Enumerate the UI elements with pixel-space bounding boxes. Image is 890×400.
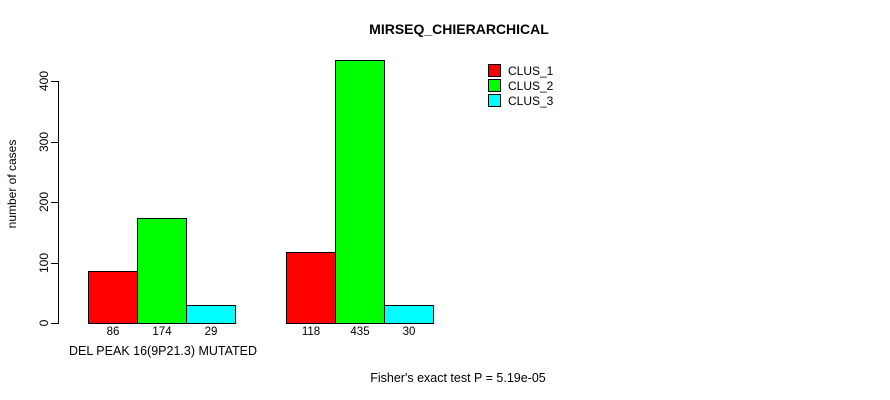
bar-clus_1-group2	[286, 252, 336, 324]
y-axis-line	[58, 81, 59, 324]
y-axis-label: number of cases	[5, 139, 19, 229]
bar-value-label: 118	[301, 326, 321, 338]
bar-value-label: 86	[106, 326, 120, 338]
y-tick-mark	[51, 81, 58, 82]
legend-swatch-clus_1	[488, 64, 501, 77]
bar-value-label: 174	[152, 326, 172, 338]
y-tick-label: 200	[37, 191, 51, 213]
y-tick-mark	[51, 263, 58, 264]
bar-value-label: 29	[204, 326, 218, 338]
bar-clus_1-group1	[88, 271, 138, 324]
bar-clus_2-group1	[137, 218, 187, 324]
legend-label: CLUS_3	[508, 93, 554, 108]
legend-item-clus_1: CLUS_1	[488, 63, 553, 78]
legend-label: CLUS_2	[508, 78, 554, 93]
y-tick-label: 100	[37, 252, 51, 274]
bar-value-label: 30	[402, 326, 416, 338]
y-tick-mark	[51, 142, 58, 143]
y-tick-mark	[51, 202, 58, 203]
y-tick-mark	[51, 323, 58, 324]
legend: CLUS_1 CLUS_2 CLUS_3	[488, 63, 553, 108]
legend-swatch-clus_2	[488, 79, 501, 92]
bar-clus_3-group1	[186, 305, 236, 324]
legend-item-clus_3: CLUS_3	[488, 93, 553, 108]
stats-annotation: Fisher's exact test P = 5.19e-05	[370, 371, 546, 385]
x-axis-group-label: DEL PEAK 16(9P21.3) MUTATED	[68, 344, 258, 358]
legend-item-clus_2: CLUS_2	[488, 78, 553, 93]
bar-value-label: 435	[350, 326, 370, 338]
y-tick-label: 300	[37, 131, 51, 153]
bar-clus_2-group2	[335, 60, 385, 324]
y-tick-label: 0	[37, 319, 51, 327]
chart-title: MIRSEQ_CHIERARCHICAL	[369, 21, 549, 37]
bar-clus_3-group2	[384, 305, 434, 324]
legend-swatch-clus_3	[488, 94, 501, 107]
legend-label: CLUS_1	[508, 63, 554, 78]
y-tick-label: 400	[37, 70, 51, 92]
